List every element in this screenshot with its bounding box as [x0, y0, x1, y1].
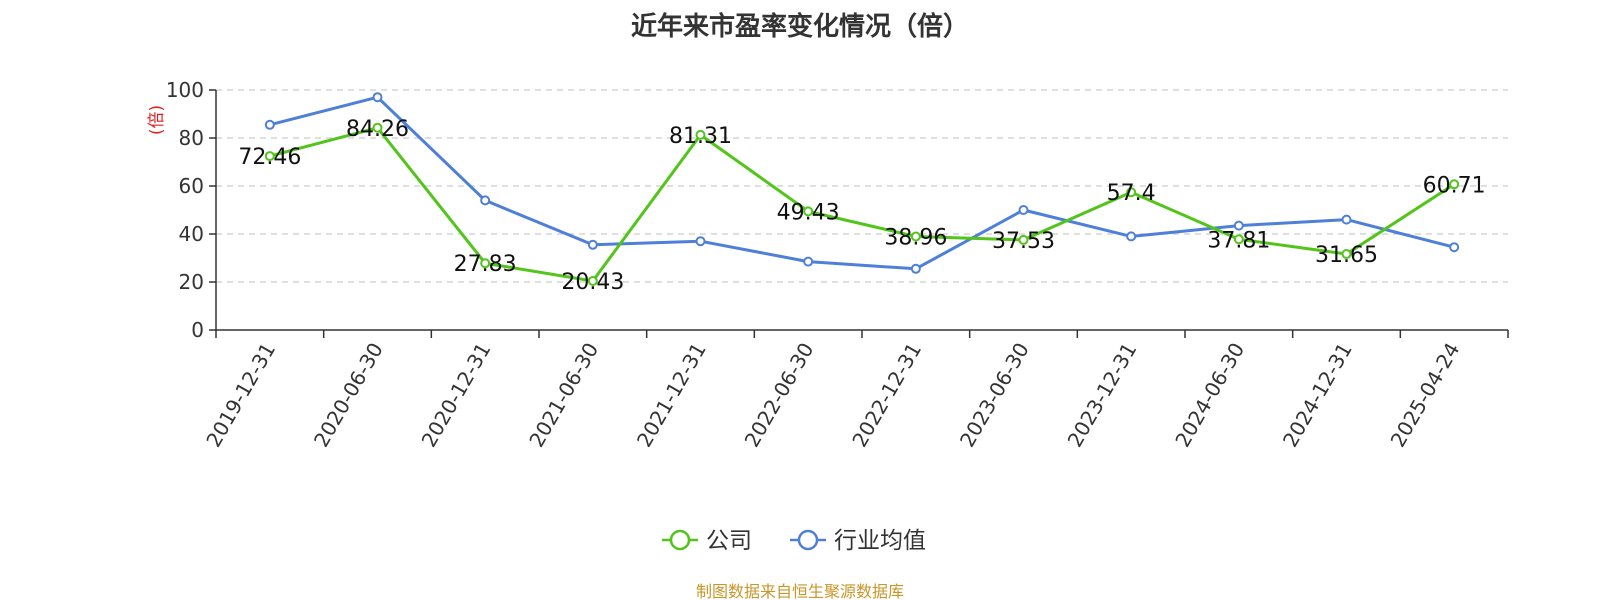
data-label: 72.46: [238, 145, 301, 170]
data-point-series-1: [372, 92, 383, 103]
data-point-series-0: [803, 206, 814, 217]
data-point-series-1: [480, 195, 491, 206]
data-point-series-1: [695, 236, 706, 247]
data-point-series-1: [1018, 205, 1029, 215]
data-point-series-0: [1449, 179, 1460, 190]
data-label: 31.65: [1315, 243, 1378, 268]
y-tick-label: 100: [166, 78, 204, 102]
data-point-series-1: [1449, 242, 1460, 253]
data-point-series-0: [1233, 234, 1244, 245]
data-point-series-0: [480, 258, 491, 269]
y-tick-label: 20: [179, 270, 204, 294]
x-tick-label: 2020-12-31: [417, 338, 496, 451]
data-label: 20.43: [561, 270, 624, 295]
y-tick-label: 60: [179, 174, 204, 198]
x-tick-label: 2022-12-31: [847, 338, 926, 451]
legend-label-1: 行业均值: [834, 528, 926, 554]
data-label: 49.43: [777, 200, 840, 225]
data-point-series-0: [587, 275, 598, 286]
x-tick-label: 2023-12-31: [1063, 339, 1142, 452]
x-tick-label: 2019-12-31: [201, 339, 280, 452]
data-point-series-1: [1126, 231, 1137, 242]
x-tick-label: 2021-06-30: [524, 339, 603, 452]
y-axis-label: (倍): [147, 105, 167, 135]
data-point-series-1: [1341, 214, 1352, 225]
x-tick-label: 2025-04-24: [1386, 339, 1465, 452]
data-label: 60.71: [1423, 173, 1486, 198]
data-point-series-0: [910, 231, 921, 242]
data-label: 81.31: [669, 124, 732, 149]
x-tick-label: 2021-12-31: [632, 339, 711, 452]
data-point-series-0: [264, 151, 275, 162]
x-tick-label: 2020-06-30: [309, 339, 388, 452]
x-tick-label: 2023-06-30: [955, 339, 1034, 452]
data-point-series-1: [910, 263, 921, 274]
legend-label-0: 公司: [706, 528, 752, 554]
data-label: 57.4: [1107, 181, 1156, 206]
data-point-series-0: [372, 122, 383, 133]
x-tick-label: 2024-12-31: [1278, 339, 1357, 452]
series-line-0: [269, 126, 1455, 283]
data-point-series-1: [587, 239, 598, 250]
data-label: 37.81: [1207, 228, 1270, 253]
y-tick-label: 80: [179, 126, 204, 150]
data-label: 38.96: [884, 225, 947, 250]
chart-title: 近年来市盈率变化情况（倍）: [630, 12, 969, 42]
data-point-series-1: [1233, 220, 1244, 231]
data-point-series-1: [264, 119, 275, 130]
data-point-series-0: [695, 129, 706, 140]
series-line-1: [269, 95, 1455, 271]
data-point-series-0: [1341, 249, 1352, 260]
x-tick-label: 2024-06-30: [1170, 339, 1249, 452]
data-label: 84.26: [346, 117, 409, 142]
legend-marker-1: [797, 529, 819, 551]
y-tick-label: 40: [179, 222, 204, 246]
data-point-series-0: [1018, 234, 1029, 245]
source-note: 制图数据来自恒生聚源数据库: [695, 582, 904, 600]
data-label: 27.83: [454, 252, 517, 277]
data-point-series-1: [803, 256, 814, 267]
data-point-series-0: [1126, 187, 1137, 198]
y-tick-label: 0: [191, 318, 204, 342]
data-label: 37.53: [992, 229, 1055, 254]
legend-marker-0: [669, 529, 691, 551]
x-tick-label: 2022-06-30: [740, 339, 819, 452]
